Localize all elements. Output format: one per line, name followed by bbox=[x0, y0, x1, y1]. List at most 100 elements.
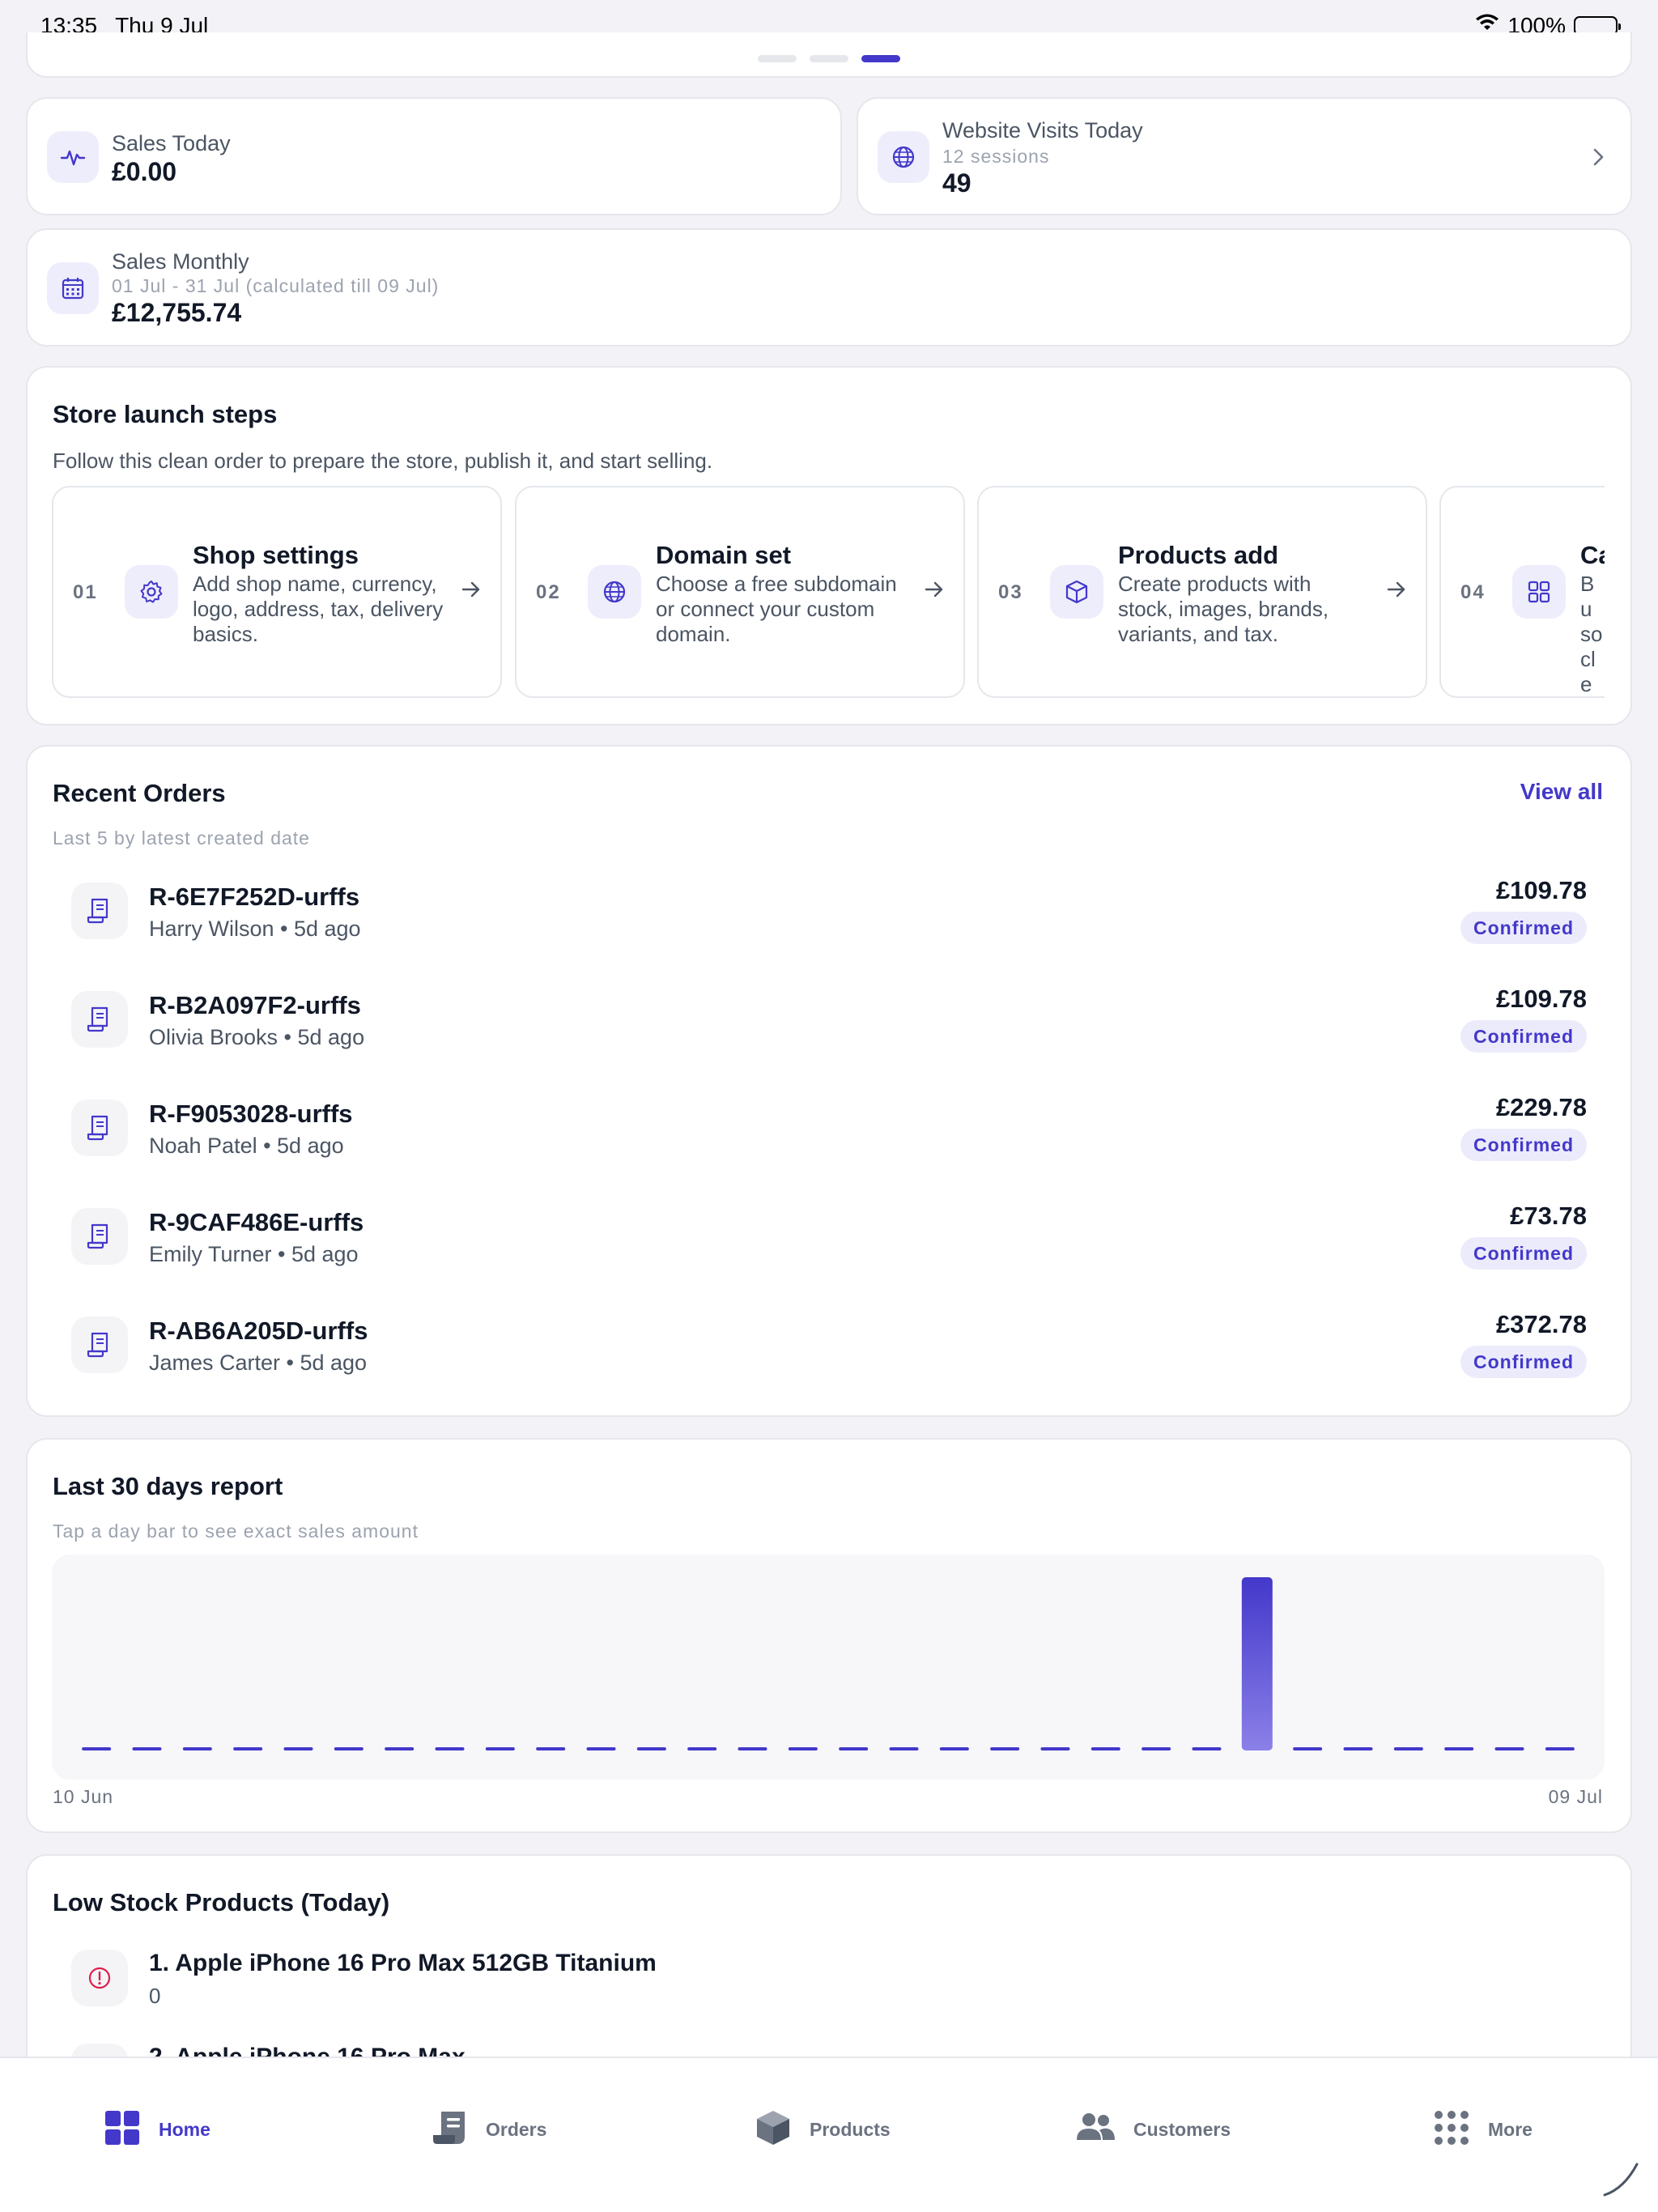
home-indicator-icon bbox=[1600, 2158, 1642, 2204]
chart-bar-07-jul[interactable] bbox=[1444, 1747, 1474, 1750]
step-categories[interactable]: 04 Ca Bu so cle bbox=[1439, 486, 1605, 698]
sales-today-value: £0.00 bbox=[112, 157, 177, 186]
order-row[interactable]: R-B2A097F2-urffs Olivia Brooks • 5d ago … bbox=[53, 985, 1605, 1074]
order-row[interactable]: R-6E7F252D-urffs Harry Wilson • 5d ago £… bbox=[53, 876, 1605, 965]
order-amount: £109.78 bbox=[1495, 985, 1587, 1013]
order-amount: £109.78 bbox=[1495, 876, 1587, 904]
chart-end-label: 09 Jul bbox=[1548, 1786, 1603, 1807]
chart-bar-19-jun[interactable] bbox=[536, 1747, 566, 1750]
report-subtitle: Tap a day bar to see exact sales amount bbox=[53, 1521, 419, 1542]
step-shop-settings[interactable]: 01 Shop settings Add shop name, currency… bbox=[52, 486, 502, 698]
order-amount: £372.78 bbox=[1495, 1310, 1587, 1338]
tab-products[interactable]: Products bbox=[755, 2107, 891, 2152]
chevron-right-icon[interactable] bbox=[1590, 146, 1606, 172]
order-row[interactable]: R-9CAF486E-urffs Emily Turner • 5d ago £… bbox=[53, 1202, 1605, 1291]
chart-bar-24-jun[interactable] bbox=[788, 1747, 818, 1750]
receipt-icon bbox=[71, 991, 128, 1048]
sales-monthly-card: Sales Monthly 01 Jul - 31 Jul (calculate… bbox=[26, 228, 1632, 347]
carousel-dot-active[interactable] bbox=[861, 55, 900, 62]
chart-bar-17-jun[interactable] bbox=[435, 1747, 465, 1750]
sales-bar-chart[interactable] bbox=[52, 1555, 1605, 1780]
chart-bar-04-jul[interactable] bbox=[1293, 1747, 1323, 1750]
tab-label: Customers bbox=[1133, 2118, 1231, 2140]
chart-bar-01-jul[interactable] bbox=[1141, 1747, 1171, 1750]
carousel-pagination[interactable] bbox=[758, 55, 900, 62]
chart-bar-02-jul[interactable] bbox=[1192, 1747, 1222, 1750]
order-status-badge: Confirmed bbox=[1460, 1346, 1587, 1378]
step-description: Create products with stock, images, bran… bbox=[1118, 572, 1329, 646]
chart-bar-21-jun[interactable] bbox=[636, 1747, 666, 1750]
box-icon bbox=[1050, 565, 1103, 619]
chart-bar-22-jun[interactable] bbox=[687, 1747, 717, 1750]
receipt-icon bbox=[71, 1317, 128, 1373]
alert-circle-icon bbox=[71, 1950, 128, 2006]
dots-grid-icon bbox=[1433, 2109, 1470, 2150]
receipt-icon bbox=[71, 883, 128, 939]
chart-bar-25-jun[interactable] bbox=[839, 1747, 869, 1750]
step-number: 02 bbox=[536, 581, 561, 603]
chart-bar-14-jun[interactable] bbox=[283, 1747, 313, 1750]
order-id: R-F9053028-urffs bbox=[149, 1100, 353, 1128]
tab-label: Home bbox=[159, 2118, 210, 2140]
tab-label: Orders bbox=[486, 2118, 547, 2140]
chart-bar-09-jul[interactable] bbox=[1545, 1747, 1575, 1750]
step-domain-set[interactable]: 02 Domain set Choose a free subdomain or… bbox=[515, 486, 965, 698]
chart-bar-10-jun[interactable] bbox=[82, 1747, 112, 1750]
order-row[interactable]: R-F9053028-urffs Noah Patel • 5d ago £22… bbox=[53, 1093, 1605, 1182]
launch-steps-scroller[interactable]: 01 Shop settings Add shop name, currency… bbox=[52, 486, 1605, 700]
chart-bar-06-jul[interactable] bbox=[1393, 1747, 1423, 1750]
chart-bar-03-jul[interactable] bbox=[1241, 1577, 1273, 1750]
view-all-orders-link[interactable]: View all bbox=[1520, 779, 1603, 804]
tab-label: More bbox=[1488, 2118, 1533, 2140]
carousel-dot[interactable] bbox=[758, 55, 797, 62]
recent-orders-subtitle: Last 5 by latest created date bbox=[53, 827, 310, 849]
chart-bar-23-jun[interactable] bbox=[738, 1747, 767, 1750]
tab-customers[interactable]: Customers bbox=[1075, 2107, 1231, 2152]
step-title: Shop settings bbox=[193, 541, 359, 569]
chart-bar-30-jun[interactable] bbox=[1090, 1747, 1120, 1750]
website-visits-value: 49 bbox=[942, 168, 971, 198]
order-customer-meta: Harry Wilson • 5d ago bbox=[149, 917, 361, 941]
store-launch-subtitle: Follow this clean order to prepare the s… bbox=[53, 449, 713, 473]
sales-chart-area bbox=[52, 1555, 1605, 1780]
chart-bar-16-jun[interactable] bbox=[385, 1747, 414, 1750]
order-status-badge: Confirmed bbox=[1460, 912, 1587, 944]
sales-today-card: Sales Today £0.00 bbox=[26, 97, 842, 215]
chart-bar-20-jun[interactable] bbox=[586, 1747, 616, 1750]
low-stock-product-qty: 0 bbox=[149, 1984, 161, 2008]
tab-orders[interactable]: Orders bbox=[431, 2107, 546, 2152]
activity-icon bbox=[47, 131, 99, 183]
chart-bar-05-jul[interactable] bbox=[1343, 1747, 1373, 1750]
chart-bar-28-jun[interactable] bbox=[990, 1747, 1020, 1750]
chart-bar-11-jun[interactable] bbox=[132, 1747, 162, 1750]
chart-bar-27-jun[interactable] bbox=[939, 1747, 969, 1750]
step-products-add[interactable]: 03 Products add Create products with sto… bbox=[977, 486, 1427, 698]
step-description: Bu so cle bbox=[1580, 572, 1603, 696]
sales-monthly-period: 01 Jul - 31 Jul (calculated till 09 Jul) bbox=[112, 275, 440, 296]
tab-label: Products bbox=[810, 2118, 891, 2140]
tab-home[interactable]: Home bbox=[104, 2107, 210, 2152]
carousel-dot[interactable] bbox=[810, 55, 848, 62]
chart-bar-29-jun[interactable] bbox=[1040, 1747, 1070, 1750]
report-title: Last 30 days report bbox=[53, 1472, 283, 1500]
carousel-card[interactable] bbox=[26, 32, 1632, 78]
chart-bar-15-jun[interactable] bbox=[334, 1747, 363, 1750]
cube-icon bbox=[755, 2109, 792, 2150]
receipt-icon bbox=[71, 1100, 128, 1156]
recent-orders-card bbox=[26, 745, 1632, 1417]
website-visits-card[interactable]: Website Visits Today 12 sessions 49 bbox=[857, 97, 1632, 215]
arrow-right-icon bbox=[923, 578, 946, 605]
low-stock-product-name[interactable]: 1. Apple iPhone 16 Pro Max 512GB Titaniu… bbox=[149, 1950, 657, 1976]
website-visits-label: Website Visits Today bbox=[942, 118, 1143, 143]
chart-bar-13-jun[interactable] bbox=[233, 1747, 263, 1750]
users-icon bbox=[1075, 2109, 1116, 2150]
order-customer-meta: Noah Patel • 5d ago bbox=[149, 1134, 344, 1158]
tab-more[interactable]: More bbox=[1433, 2107, 1533, 2152]
chart-bar-08-jul[interactable] bbox=[1494, 1747, 1524, 1750]
chart-bar-12-jun[interactable] bbox=[182, 1747, 212, 1750]
chart-bar-26-jun[interactable] bbox=[889, 1747, 919, 1750]
step-title: Domain set bbox=[656, 541, 792, 569]
chart-bar-18-jun[interactable] bbox=[485, 1747, 515, 1750]
step-title: Ca bbox=[1580, 541, 1605, 569]
order-row[interactable]: R-AB6A205D-urffs James Carter • 5d ago £… bbox=[53, 1310, 1605, 1399]
